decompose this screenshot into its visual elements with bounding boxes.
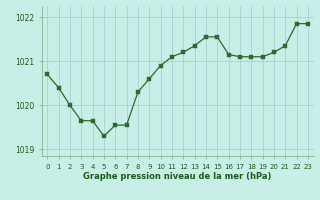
X-axis label: Graphe pression niveau de la mer (hPa): Graphe pression niveau de la mer (hPa)	[84, 172, 272, 181]
